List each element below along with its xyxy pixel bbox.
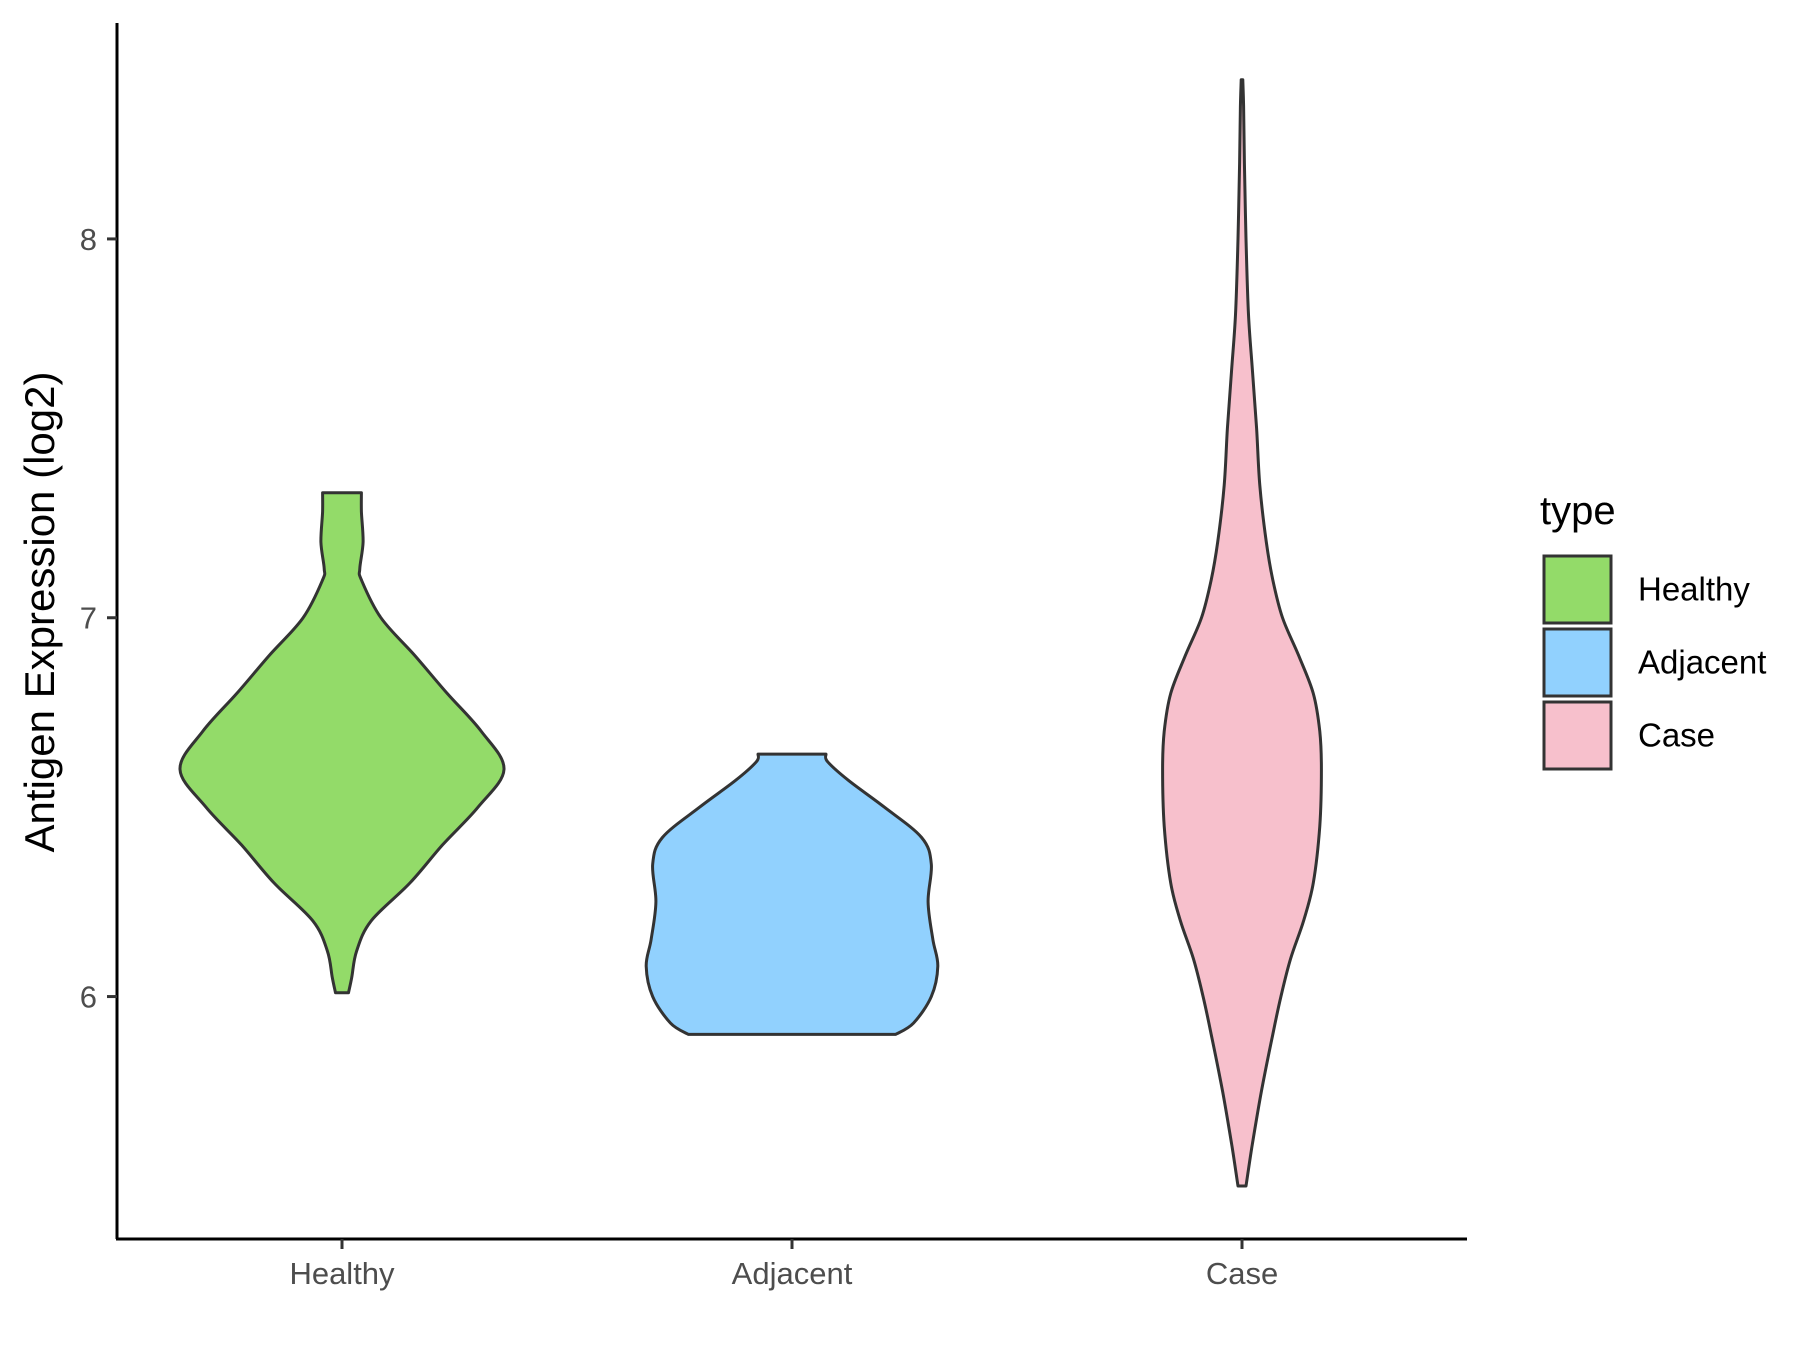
x-axis-ticks: Healthy Adjacent Case (289, 1239, 1278, 1291)
legend-title: type (1540, 489, 1616, 533)
legend-label-case: Case (1638, 717, 1715, 754)
legend-key-case (1542, 700, 1613, 771)
legend-key-healthy (1542, 554, 1613, 625)
legend-key-adjacent (1542, 627, 1613, 698)
legend: type Healthy Adjacent Case (1540, 489, 1766, 771)
y-axis-title: Antigen Expression (log2) (16, 372, 63, 853)
violin-healthy (178, 491, 506, 995)
x-tick-label: Healthy (289, 1256, 395, 1291)
x-tick-label: Adjacent (732, 1256, 853, 1291)
legend-entries: Healthy Adjacent Case (1542, 554, 1766, 771)
y-tick-label: 7 (80, 601, 97, 636)
legend-label-healthy: Healthy (1638, 571, 1750, 608)
y-tick-label: 8 (80, 222, 97, 257)
x-tick-label: Case (1206, 1256, 1278, 1291)
violins-layer (178, 78, 1323, 1188)
y-axis-ticks: 6 7 8 (80, 222, 117, 1015)
legend-label-adjacent: Adjacent (1638, 644, 1766, 681)
violin-adjacent (644, 752, 940, 1036)
violin-case (1161, 78, 1323, 1188)
y-tick-label: 6 (80, 980, 97, 1015)
